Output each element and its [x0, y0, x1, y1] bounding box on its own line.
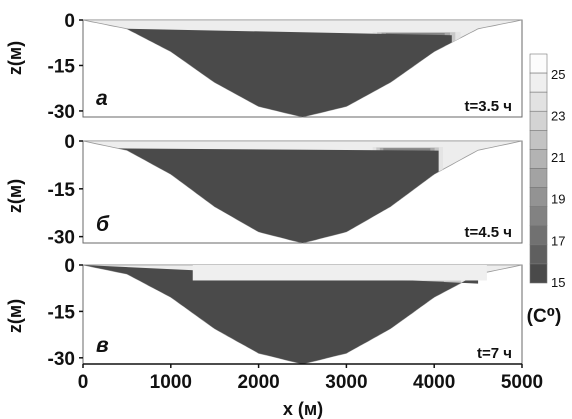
colorbar-swatch: [529, 110, 548, 131]
colorbar-swatch: [529, 168, 548, 188]
panel-letter: б: [96, 213, 110, 236]
colorbar-swatch: [529, 206, 548, 227]
x-tick-label: 5000: [501, 372, 543, 393]
x-tick-label: 1000: [150, 372, 192, 393]
colorbar-tick-label: 25: [551, 67, 565, 82]
colorbar-swatch: [529, 263, 548, 284]
y-tick-label: 0: [64, 11, 75, 32]
panel-1: а t=3.5 ч 0 -15 -30: [48, 11, 523, 123]
colorbar-tick-label: 17: [551, 233, 565, 248]
colorbar-swatch: [529, 72, 548, 93]
colorbar-swatch: [529, 244, 548, 265]
y-axis-label-bottom: z(м): [5, 299, 25, 333]
colorbar-title: (C⁰): [527, 306, 562, 327]
cold-layer: [126, 28, 452, 117]
y-tick-label: -15: [48, 56, 76, 77]
panel-2: б t=4.5 ч 0 -15 -30: [48, 132, 523, 249]
colorbar-tick-label: 19: [551, 192, 565, 207]
y-axis-label-middle: z(м): [5, 179, 25, 213]
colorbar-tick-label: 15: [551, 275, 565, 290]
y-tick-label: -15: [48, 180, 76, 201]
colorbar-swatch: [529, 187, 548, 207]
colorbar-swatch: [529, 130, 548, 150]
panels-layer: а t=3.5 ч 0 -15 -30 б t=4.5 ч 0 -15 -30 в t=7 ч 0 -15…: [48, 11, 523, 370]
panel-letter: а: [96, 87, 108, 110]
colorbar-swatch: [529, 53, 548, 74]
y-axis-label-top: z(м): [5, 41, 25, 75]
y-tick-label: -30: [48, 228, 75, 249]
cold-layer: [83, 265, 479, 364]
warm-intrusion: [192, 265, 487, 281]
y-tick-label: -30: [48, 349, 75, 370]
colorbar-tick-label: 21: [551, 150, 565, 165]
panel-time-label: t=4.5 ч: [465, 224, 512, 241]
panel-letter: в: [96, 334, 109, 357]
y-tick-label: 0: [64, 256, 75, 277]
colorbar-swatch: [529, 149, 548, 169]
y-tick-label: -30: [48, 102, 75, 123]
x-axis-label: x (м): [283, 399, 323, 419]
colorbar-tick-label: 23: [551, 108, 565, 123]
panel-3: в t=7 ч 0 -15 -30: [48, 256, 523, 370]
cold-layer: [118, 148, 439, 243]
panel-time-label: t=3.5 ч: [465, 98, 512, 115]
x-tick-label: 2000: [237, 372, 279, 393]
colorbar-swatch: [529, 225, 548, 246]
y-axis-label-group: z(м) z(м) z(м): [5, 41, 25, 333]
y-tick-label: -15: [48, 302, 76, 323]
colorbar-swatch: [529, 91, 548, 112]
x-tick-label: 4000: [413, 372, 455, 393]
panel-time-label: t=7 ч: [477, 345, 512, 362]
x-tick-label: 3000: [325, 372, 367, 393]
y-tick-label: 0: [64, 132, 75, 153]
axes-layer: 0 1000 2000 3000 4000 5000: [78, 363, 543, 393]
x-tick-label: 0: [78, 372, 89, 393]
colorbar: 25 23 21 19 17 15: [529, 53, 565, 290]
